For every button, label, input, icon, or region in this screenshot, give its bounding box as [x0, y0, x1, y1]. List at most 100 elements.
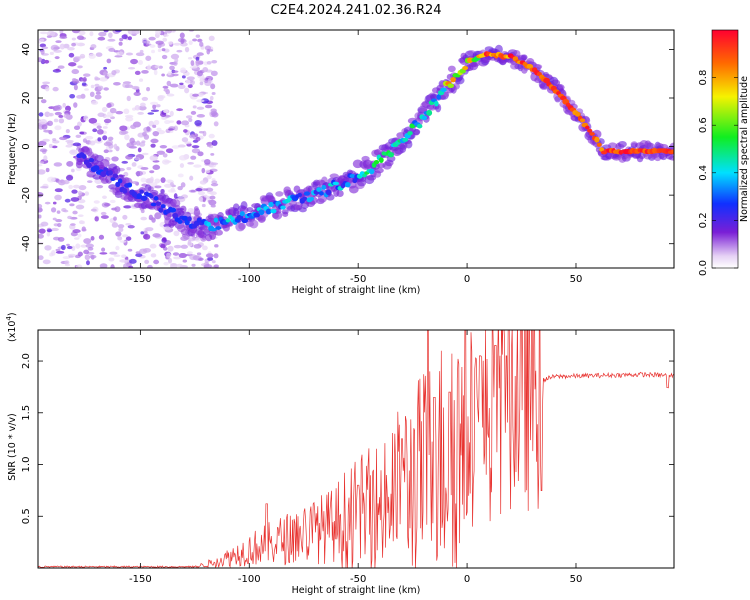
noise-dot [196, 70, 203, 77]
trace-blob [258, 209, 265, 216]
noise-dot [51, 250, 56, 256]
noise-dot [113, 143, 118, 150]
noise-dot [181, 137, 189, 143]
noise-dot [181, 120, 190, 126]
trace-halo [442, 91, 450, 97]
noise-dot [214, 244, 219, 248]
noise-dot [206, 143, 212, 148]
noise-dot [157, 95, 164, 102]
noise-dot [208, 35, 215, 42]
noise-dot [193, 164, 202, 168]
noise-dot [207, 199, 212, 203]
noise-dot [154, 185, 162, 189]
noise-dot [97, 137, 102, 142]
noise-dot [133, 91, 141, 97]
noise-dot [97, 85, 104, 91]
noise-dot [108, 257, 115, 262]
noise-dot [83, 249, 90, 255]
noise-dot [211, 180, 218, 184]
noise-dot [38, 40, 42, 44]
noise-dot [99, 77, 108, 82]
colorbar-tick-label: 0.4 [698, 165, 709, 181]
trace-blob [158, 207, 164, 213]
noise-dot [137, 147, 142, 153]
noise-dot [202, 245, 208, 251]
trace-blob [108, 170, 113, 176]
noise-dot [109, 107, 117, 114]
noise-dot [189, 79, 195, 86]
trace-blob [462, 65, 469, 71]
noise-dot [191, 263, 196, 267]
noise-dot [163, 34, 169, 37]
trace-halo [94, 154, 104, 162]
noise-dot [118, 41, 123, 46]
noise-dot [159, 145, 168, 149]
noise-dot [73, 125, 81, 131]
noise-dot [51, 145, 58, 149]
noise-dot [65, 139, 74, 143]
noise-dot [120, 130, 129, 135]
noise-dot [39, 43, 46, 48]
noise-dot [129, 258, 137, 264]
noise-dot [96, 125, 102, 130]
noise-dot [64, 263, 71, 267]
noise-dot [102, 71, 108, 76]
noise-dot [170, 187, 175, 193]
snr-x-tick-label: -100 [238, 574, 261, 585]
noise-dot [164, 114, 172, 118]
trace-blob [100, 171, 107, 178]
trace-blob [148, 194, 154, 199]
trace-blob [241, 217, 248, 224]
noise-dot [173, 256, 182, 260]
noise-dot [103, 141, 113, 147]
noise-dot [210, 162, 219, 166]
trace-blob [181, 215, 188, 221]
noise-dot [52, 217, 57, 221]
noise-dot [42, 138, 50, 142]
noise-dot [87, 180, 93, 184]
noise-dot [148, 120, 154, 127]
noise-dot [57, 236, 65, 242]
noise-dot [76, 35, 85, 40]
noise-dot [106, 102, 112, 109]
noise-dot [89, 31, 94, 37]
noise-dot [140, 231, 145, 235]
noise-dot [127, 36, 132, 41]
noise-dot [99, 252, 108, 255]
trace-halo [249, 219, 259, 229]
noise-dot [50, 207, 57, 213]
noise-dot [185, 115, 193, 119]
trace-blob [378, 157, 384, 163]
noise-dot [190, 110, 197, 115]
noise-dot [95, 52, 103, 57]
noise-dot [113, 216, 117, 221]
noise-dot [195, 237, 201, 242]
noise-dot [140, 102, 146, 107]
noise-dot [71, 37, 77, 41]
trace-blob [436, 94, 442, 100]
noise-dot [167, 71, 172, 76]
trace-blob [139, 189, 144, 194]
noise-dot [77, 251, 83, 257]
noise-dot [71, 77, 77, 82]
trace-halo [282, 211, 289, 217]
noise-dot [125, 52, 134, 56]
noise-dot [143, 233, 151, 240]
noise-dot [115, 110, 124, 115]
noise-dot [38, 233, 44, 239]
noise-dot [39, 148, 48, 153]
noise-dot [181, 75, 186, 79]
trace-blob [368, 168, 375, 175]
noise-dot [211, 140, 218, 146]
noise-dot [179, 32, 185, 39]
noise-dot [180, 38, 185, 45]
noise-dot [64, 198, 71, 203]
noise-dot [178, 253, 187, 259]
noise-dot [107, 136, 114, 141]
frequency-trace [75, 44, 674, 242]
trace-blob [92, 165, 100, 172]
noise-dot [139, 142, 146, 147]
trace-halo [154, 212, 162, 220]
noise-dot [116, 51, 124, 56]
noise-dot [209, 191, 217, 196]
